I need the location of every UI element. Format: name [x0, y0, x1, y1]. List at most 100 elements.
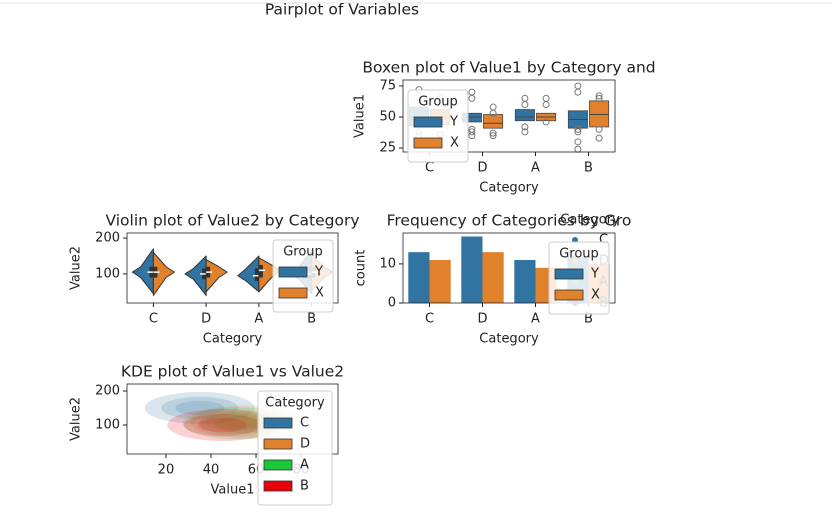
chart-title: Violin plot of Value2 by Category — [105, 212, 359, 230]
kde-contour — [199, 412, 277, 435]
outlier — [574, 145, 582, 153]
legend-swatch — [263, 438, 293, 450]
legend-swatch — [413, 116, 443, 128]
x-tick-label: 40 — [203, 463, 220, 478]
axes-frame — [402, 232, 616, 304]
outlier — [521, 94, 529, 102]
outlier — [468, 125, 476, 133]
outlier — [574, 128, 582, 136]
bar — [461, 236, 483, 303]
kde-contour — [144, 392, 255, 425]
figure-title: Pairplot of Variables — [265, 1, 419, 19]
bar — [408, 252, 430, 303]
kde-contour — [213, 416, 263, 431]
legend-swatch — [413, 137, 443, 149]
y-axis-label: Value2 — [69, 397, 84, 441]
x-tick-label: B — [307, 312, 316, 327]
outlier — [574, 125, 582, 133]
y-tick-label: 50 — [379, 109, 396, 124]
violin-iqr — [258, 264, 263, 278]
y-tick-label: 75 — [379, 78, 396, 93]
chart-title: Frequency of Categories by Gro — [387, 212, 632, 230]
violin-half — [152, 251, 175, 296]
legend-title: Group — [418, 95, 458, 110]
outlier — [521, 128, 529, 136]
x-tick-label: B — [584, 161, 593, 176]
legend-label: D — [300, 437, 310, 452]
violin-iqr — [254, 268, 259, 282]
outlier — [468, 88, 476, 96]
legend-swatch — [278, 266, 308, 278]
x-tick-label: D — [201, 312, 211, 327]
legend-title: Group — [559, 247, 599, 262]
legend-label: Y — [590, 267, 599, 282]
chart-title: Boxen plot of Value1 by Category and — [362, 59, 655, 77]
outlier — [542, 101, 550, 109]
outlier — [521, 101, 529, 109]
x-tick-label: C — [425, 161, 434, 176]
chart-title: KDE plot of Value1 vs Value2 — [121, 363, 344, 381]
legend-label: A — [300, 458, 309, 473]
axes-frame — [126, 232, 339, 304]
kde-contour — [183, 413, 261, 437]
legend-label: X — [591, 288, 600, 303]
y-tick-label: 25 — [379, 141, 396, 156]
outlier — [574, 82, 582, 90]
legend-label: X — [315, 286, 324, 301]
outlier — [489, 129, 497, 137]
x-tick-label: A — [254, 312, 263, 327]
y-axis-label: Value2 — [69, 246, 84, 290]
outlier — [489, 103, 497, 111]
x-tick-label: A — [531, 161, 540, 176]
legend-title: Category — [265, 396, 325, 411]
outlier — [574, 88, 582, 96]
outlier — [595, 94, 603, 102]
axes-frame — [126, 383, 339, 455]
y-tick-label: 0 — [388, 296, 396, 311]
boxen-box — [514, 109, 535, 122]
boxen-box — [483, 114, 504, 129]
legend-swatch — [554, 268, 584, 280]
legend-label: B — [300, 479, 309, 494]
outlier — [489, 132, 497, 140]
legend-title: Category — [560, 213, 620, 228]
outlier — [521, 123, 529, 131]
y-axis-label: Value1 — [353, 94, 368, 138]
legend-swatch — [263, 459, 293, 471]
outlier — [574, 138, 582, 146]
x-tick-label: D — [477, 312, 487, 327]
outlier — [595, 125, 603, 133]
legend-label: C — [599, 233, 608, 248]
y-tick-label: 10 — [379, 256, 396, 271]
bar — [429, 259, 451, 303]
legend-swatch — [278, 287, 308, 299]
axes-frame — [402, 79, 616, 153]
kde-contour — [197, 417, 248, 433]
x-tick-label: C — [425, 312, 434, 327]
y-tick-label: 100 — [95, 418, 120, 433]
bar — [482, 252, 504, 303]
outlier — [542, 118, 550, 126]
legend-swatch — [263, 417, 293, 429]
boxen-box — [589, 100, 610, 128]
x-tick-label: A — [531, 312, 540, 327]
x-axis-label: Category — [479, 181, 539, 196]
kde-contour — [174, 400, 225, 416]
x-tick-label: D — [477, 161, 487, 176]
x-axis-label: Category — [203, 332, 263, 347]
legend-swatch — [263, 480, 293, 492]
bar — [514, 259, 536, 303]
legend-swatch — [554, 289, 584, 301]
y-tick-label: 200 — [95, 384, 120, 399]
legend-label: Y — [314, 265, 323, 280]
kde-contour — [167, 409, 278, 442]
legend-label: X — [450, 136, 459, 151]
outlier — [595, 92, 603, 100]
x-tick-label: 20 — [158, 463, 175, 478]
x-tick-label: C — [149, 312, 158, 327]
outlier — [595, 134, 603, 142]
outlier — [542, 94, 550, 102]
outlier — [468, 128, 476, 136]
x-axis-label: Category — [479, 332, 539, 347]
